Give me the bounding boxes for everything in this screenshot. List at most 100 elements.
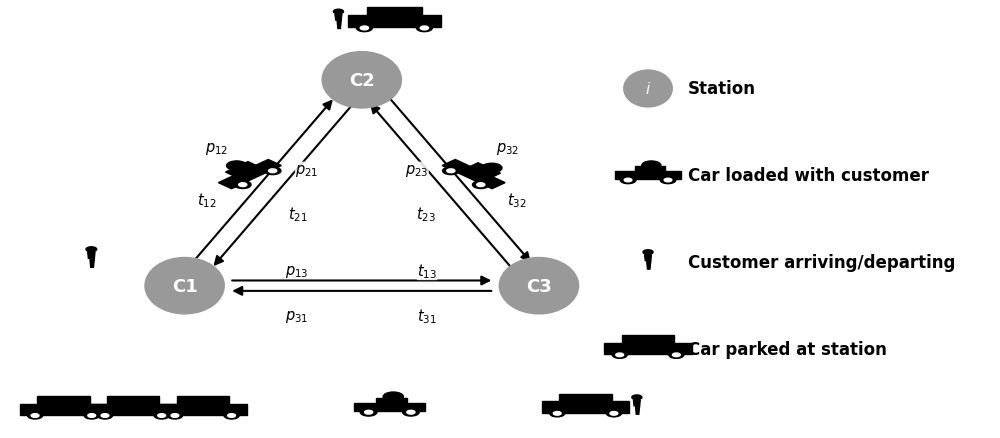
- Bar: [442, 160, 505, 189]
- Circle shape: [632, 395, 642, 400]
- Bar: [177, 396, 229, 405]
- Circle shape: [227, 162, 247, 171]
- Polygon shape: [645, 256, 650, 261]
- Circle shape: [171, 414, 179, 417]
- Polygon shape: [645, 255, 651, 261]
- Circle shape: [154, 412, 169, 419]
- Circle shape: [167, 412, 182, 419]
- Circle shape: [553, 412, 561, 415]
- Circle shape: [84, 412, 99, 419]
- Bar: [226, 162, 257, 177]
- Circle shape: [228, 414, 236, 417]
- Circle shape: [624, 179, 632, 182]
- Circle shape: [447, 170, 455, 173]
- Text: Customer arriving/departing: Customer arriving/departing: [688, 253, 955, 271]
- Circle shape: [642, 162, 661, 170]
- Circle shape: [224, 412, 239, 419]
- Circle shape: [443, 167, 459, 175]
- Circle shape: [88, 414, 96, 417]
- Circle shape: [360, 408, 377, 416]
- Circle shape: [610, 412, 618, 415]
- Circle shape: [333, 10, 343, 15]
- Bar: [160, 404, 247, 415]
- Circle shape: [606, 410, 621, 417]
- Bar: [218, 160, 281, 189]
- Ellipse shape: [624, 71, 672, 108]
- Bar: [37, 396, 90, 405]
- Polygon shape: [635, 406, 638, 414]
- Circle shape: [660, 177, 676, 184]
- Text: C1: C1: [172, 277, 197, 295]
- Text: $t_{13}$: $t_{13}$: [417, 261, 437, 280]
- Polygon shape: [335, 16, 341, 21]
- Circle shape: [420, 27, 429, 31]
- Circle shape: [643, 250, 653, 255]
- Circle shape: [28, 412, 43, 419]
- Circle shape: [269, 170, 277, 173]
- Polygon shape: [634, 401, 640, 405]
- Text: Car parked at station: Car parked at station: [688, 340, 887, 358]
- Ellipse shape: [322, 53, 401, 109]
- Circle shape: [403, 408, 419, 416]
- Bar: [367, 8, 422, 18]
- Circle shape: [101, 414, 109, 417]
- Circle shape: [482, 164, 502, 173]
- Polygon shape: [88, 253, 95, 257]
- Circle shape: [365, 410, 373, 414]
- Text: $p_{12}$: $p_{12}$: [205, 141, 228, 156]
- Bar: [354, 403, 425, 411]
- Text: $t_{23}$: $t_{23}$: [416, 205, 436, 223]
- Bar: [615, 172, 681, 180]
- Circle shape: [664, 179, 672, 182]
- Polygon shape: [91, 259, 94, 268]
- Circle shape: [86, 247, 97, 252]
- Polygon shape: [645, 256, 651, 260]
- Bar: [622, 336, 674, 345]
- Text: Station: Station: [688, 80, 756, 98]
- Polygon shape: [88, 253, 94, 259]
- Bar: [107, 396, 159, 405]
- Polygon shape: [633, 400, 640, 406]
- Circle shape: [264, 167, 281, 175]
- Ellipse shape: [499, 258, 579, 314]
- Polygon shape: [90, 259, 93, 268]
- Circle shape: [383, 392, 403, 402]
- Text: $p_{13}$: $p_{13}$: [285, 263, 308, 279]
- Text: $p_{23}$: $p_{23}$: [405, 162, 429, 179]
- Ellipse shape: [145, 258, 224, 314]
- Bar: [635, 167, 665, 173]
- Text: i: i: [646, 82, 650, 97]
- Text: C3: C3: [526, 277, 552, 295]
- Circle shape: [31, 414, 39, 417]
- Circle shape: [356, 25, 372, 32]
- Circle shape: [477, 184, 485, 187]
- Polygon shape: [336, 16, 342, 20]
- Circle shape: [407, 410, 415, 414]
- Bar: [559, 394, 612, 403]
- Circle shape: [239, 184, 247, 187]
- Circle shape: [620, 177, 636, 184]
- Polygon shape: [648, 261, 651, 269]
- Polygon shape: [647, 261, 649, 269]
- Text: $t_{21}$: $t_{21}$: [288, 205, 307, 223]
- Circle shape: [472, 181, 489, 189]
- Text: $p_{32}$: $p_{32}$: [496, 141, 519, 156]
- Text: $p_{21}$: $p_{21}$: [295, 162, 318, 179]
- Circle shape: [158, 414, 166, 417]
- Bar: [348, 16, 441, 28]
- Circle shape: [672, 353, 680, 357]
- Polygon shape: [88, 252, 95, 259]
- Polygon shape: [335, 15, 342, 21]
- Polygon shape: [633, 401, 639, 406]
- Polygon shape: [338, 21, 341, 29]
- Circle shape: [416, 25, 432, 32]
- Text: Car loaded with customer: Car loaded with customer: [688, 167, 929, 185]
- Circle shape: [234, 181, 251, 189]
- Bar: [90, 404, 177, 415]
- Bar: [20, 404, 107, 415]
- Circle shape: [612, 352, 627, 359]
- Circle shape: [616, 353, 624, 357]
- Circle shape: [550, 410, 565, 417]
- Polygon shape: [337, 21, 340, 29]
- Bar: [376, 398, 407, 404]
